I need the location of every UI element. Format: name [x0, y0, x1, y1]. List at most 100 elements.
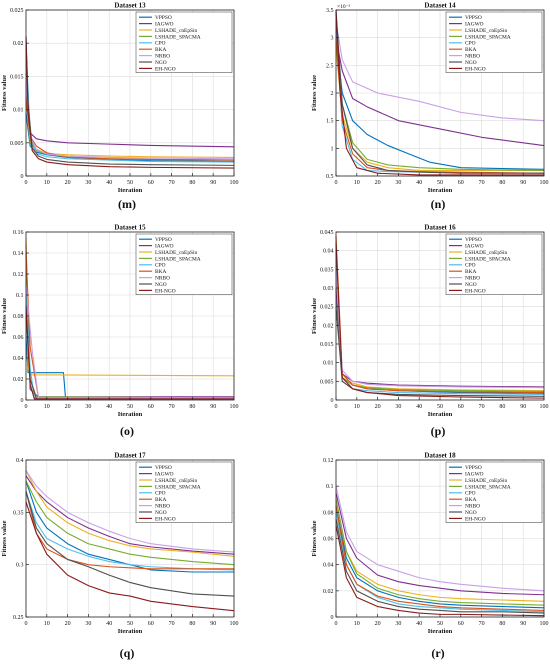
x-tick-label: 10: [354, 621, 360, 627]
legend-entry: NRBO: [465, 54, 480, 60]
y-axis-label: Fitness value: [311, 520, 318, 556]
legend-entry: IAGWO: [155, 22, 174, 28]
x-tick-label: 20: [375, 621, 381, 627]
series-line-lshade-cnepsin: [335, 48, 544, 172]
chart-title: Dataset 15: [114, 224, 146, 232]
series-line-vppso: [25, 112, 235, 162]
x-tick-label: 100: [540, 404, 549, 410]
legend-entry: CPO: [155, 41, 166, 47]
x-tick-label: 100: [230, 621, 239, 627]
y-tick-label: 0.03: [323, 286, 334, 292]
legend-entry: NGO: [155, 510, 167, 516]
legend-entry: BKA: [155, 47, 166, 53]
x-tick-label: 70: [169, 404, 175, 410]
y-tick-label: 0.01: [13, 108, 24, 114]
x-tick-label: 0: [335, 404, 338, 410]
x-tick-label: 50: [127, 180, 133, 186]
x-tick-label: 40: [106, 180, 112, 186]
x-tick-label: 60: [148, 621, 154, 627]
series-line-iagwo: [25, 475, 235, 555]
legend: VPPSOIAGWOLSHADE_cnEpSinLSHADE_SPACMACPO…: [135, 233, 233, 295]
x-tick-label: 20: [65, 404, 71, 410]
x-tick-label: 100: [540, 621, 549, 627]
y-axis-label: Fitness value: [1, 298, 8, 334]
y-tick-label: 1: [331, 146, 334, 152]
series-line-lshade-spacma: [335, 499, 545, 606]
legend: VPPSOIAGWOLSHADE_cnEpSinLSHADE_SPACMACPO…: [445, 233, 543, 295]
legend-entry: VPPSO: [465, 465, 482, 471]
x-axis-label: Iteration: [428, 411, 453, 418]
x-tick-label: 70: [169, 621, 175, 627]
legend-entry: IAGWO: [155, 472, 174, 478]
x-tick-label: 10: [44, 621, 50, 627]
x-tick-label: 10: [44, 180, 50, 186]
x-tick-label: 80: [499, 180, 505, 186]
x-tick-label: 40: [416, 180, 422, 186]
legend-entry: NGO: [155, 60, 167, 66]
x-tick-label: 30: [85, 621, 91, 627]
y-axis-exponent: ×10⁻³: [337, 4, 351, 10]
legend-entry: NGO: [465, 282, 477, 288]
x-tick-label: 70: [479, 180, 485, 186]
series-line-nrbo: [335, 486, 545, 592]
x-axis-label: Iteration: [118, 187, 143, 194]
y-tick-label: 0.14: [13, 251, 24, 257]
x-tick-label: 0: [25, 404, 28, 410]
y-tick-label: 0.12: [323, 458, 334, 464]
x-tick-label: 10: [44, 404, 50, 410]
y-tick-label: 0.08: [323, 510, 334, 516]
legend-entry: LSHADE_cnEpSin: [465, 250, 508, 256]
legend-entry: VPPSO: [465, 237, 482, 243]
series-line-vppso: [335, 37, 545, 170]
x-tick-label: 70: [479, 621, 485, 627]
chart-title: Dataset 16: [424, 224, 456, 232]
x-tick-label: 70: [169, 180, 175, 186]
x-axis-label: Iteration: [428, 628, 453, 635]
legend-entry: LSHADE_SPACMA: [155, 256, 201, 262]
legend-entry: BKA: [155, 497, 166, 503]
x-tick-label: 30: [395, 621, 401, 627]
series-line-lshade-cnepsin: [335, 499, 545, 602]
legend-entry: CPO: [465, 491, 476, 497]
legend-entry: LSHADE_cnEpSin: [155, 478, 198, 484]
x-tick-label: 90: [210, 404, 216, 410]
legend-entry: IAGWO: [465, 22, 484, 28]
series-line-lshade-spacma: [25, 480, 235, 566]
chart-panel-1: 0 10 20 30 40 50 60 70 80 90 100 0 0.005 0.01 0.015 0.0…: [1, 2, 239, 212]
chart-title: Dataset 17: [114, 452, 146, 460]
series-line-eh-ngo: [25, 36, 235, 169]
legend-entry: NGO: [465, 510, 477, 516]
y-tick-label: 0.1: [326, 484, 334, 490]
x-tick-label: 40: [106, 404, 112, 410]
y-tick-label: 0.04: [13, 356, 24, 362]
y-tick-label: 0: [331, 615, 334, 621]
legend-entry: NGO: [465, 60, 477, 66]
y-tick-label: 0.005: [10, 141, 24, 147]
x-tick-label: 60: [458, 404, 464, 410]
series-line-vppso: [335, 505, 545, 609]
legend: VPPSOIAGWOLSHADE_cnEpSinLSHADE_SPACMACPO…: [135, 461, 233, 523]
legend-entry: CPO: [155, 491, 166, 497]
series-line-nrbo: [335, 20, 545, 122]
x-tick-label: 40: [416, 404, 422, 410]
legend-entry: NGO: [155, 282, 167, 288]
y-tick-label: 0.06: [13, 335, 24, 341]
y-axis-label: Fitness value: [311, 75, 318, 111]
legend-entry: LSHADE_cnEpSin: [465, 478, 508, 484]
y-tick-label: 2.5: [326, 63, 334, 69]
x-tick-label: 90: [520, 180, 526, 186]
y-tick-label: 0.025: [10, 8, 24, 14]
legend-entry: EH-NGO: [465, 516, 486, 522]
legend-entry: LSHADE_SPACMA: [465, 34, 511, 40]
y-tick-label: 0.005: [320, 379, 334, 385]
legend-entry: EH-NGO: [155, 288, 176, 294]
y-tick-label: 0: [331, 398, 334, 404]
legend-entry: NRBO: [155, 504, 170, 510]
x-tick-label: 20: [65, 621, 71, 627]
legend-entry: CPO: [465, 263, 476, 269]
legend-entry: LSHADE_SPACMA: [465, 256, 511, 262]
x-tick-label: 70: [479, 404, 485, 410]
legend-entry: LSHADE_cnEpSin: [155, 28, 198, 34]
x-tick-label: 0: [25, 180, 28, 186]
chart-panel-2: 0 10 20 30 40 50 60 70 80 90 100 0.5 1 1.5 2 2.5 3 3.5×10…: [311, 2, 549, 212]
